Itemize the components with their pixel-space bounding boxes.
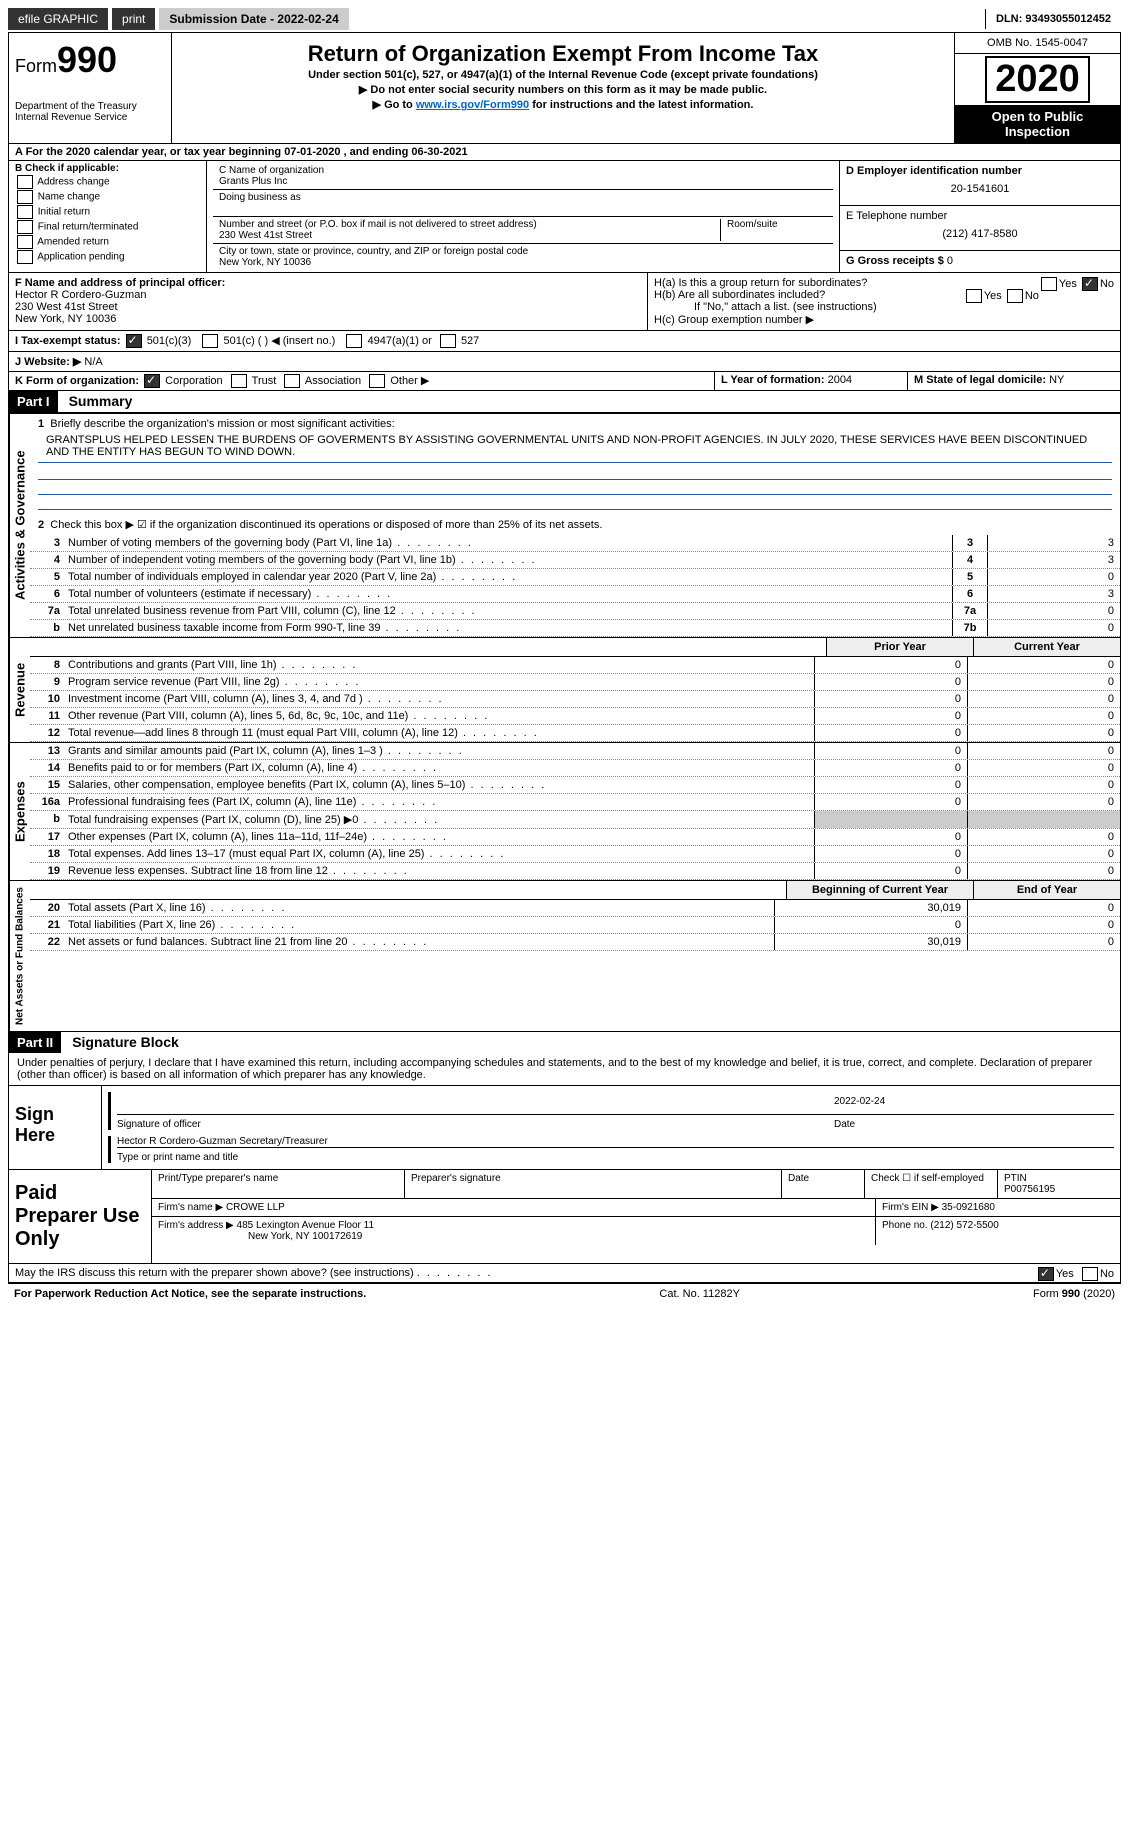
block-h: H(a) Is this a group return for subordin… bbox=[648, 273, 1120, 330]
block-j: J Website: ▶ N/A bbox=[9, 352, 1120, 372]
discuss-line: May the IRS discuss this return with the… bbox=[9, 1264, 1120, 1283]
side-netassets: Net Assets or Fund Balances bbox=[9, 881, 30, 1031]
table-row: 19Revenue less expenses. Subtract line 1… bbox=[30, 863, 1120, 880]
table-row: 22Net assets or fund balances. Subtract … bbox=[30, 934, 1120, 951]
form-title-block: Return of Organization Exempt From Incom… bbox=[172, 33, 954, 143]
part2-header: Part II bbox=[9, 1032, 61, 1053]
side-governance: Activities & Governance bbox=[9, 414, 30, 637]
part1-title: Summary bbox=[61, 390, 141, 412]
table-row: 8Contributions and grants (Part VIII, li… bbox=[30, 657, 1120, 674]
gov-line: 3Number of voting members of the governi… bbox=[30, 535, 1120, 552]
side-expenses: Expenses bbox=[9, 743, 30, 880]
mission-text: GRANTSPLUS HELPED LESSEN THE BURDENS OF … bbox=[38, 430, 1112, 463]
instructions-link[interactable]: www.irs.gov/Form990 bbox=[416, 99, 529, 111]
table-row: 15Salaries, other compensation, employee… bbox=[30, 777, 1120, 794]
table-row: 13Grants and similar amounts paid (Part … bbox=[30, 743, 1120, 760]
gov-line: 4Number of independent voting members of… bbox=[30, 552, 1120, 569]
table-row: 18Total expenses. Add lines 13–17 (must … bbox=[30, 846, 1120, 863]
block-c: C Name of organizationGrants Plus Inc Do… bbox=[207, 161, 840, 272]
dln: DLN: 93493055012452 bbox=[985, 9, 1121, 29]
table-row: 9Program service revenue (Part VIII, lin… bbox=[30, 674, 1120, 691]
table-row: 14Benefits paid to or for members (Part … bbox=[30, 760, 1120, 777]
perjury-declaration: Under penalties of perjury, I declare th… bbox=[9, 1053, 1120, 1085]
paid-preparer-label: Paid Preparer Use Only bbox=[9, 1170, 152, 1263]
gov-line: bNet unrelated business taxable income f… bbox=[30, 620, 1120, 637]
block-i: I Tax-exempt status: 501(c)(3) 501(c) ( … bbox=[9, 331, 1120, 352]
year-block: OMB No. 1545-0047 2020 Open to Public In… bbox=[954, 33, 1120, 143]
form-footer: Form 990 (2020) bbox=[1033, 1288, 1115, 1300]
table-row: 11Other revenue (Part VIII, column (A), … bbox=[30, 708, 1120, 725]
block-k: K Form of organization: Corporation Trus… bbox=[9, 372, 715, 390]
table-row: 12Total revenue—add lines 8 through 11 (… bbox=[30, 725, 1120, 742]
sign-here-label: Sign Here bbox=[9, 1086, 102, 1169]
row-a-tax-year: A For the 2020 calendar year, or tax yea… bbox=[9, 144, 1120, 161]
efile-button[interactable]: efile GRAPHIC bbox=[8, 8, 108, 30]
part2-title: Signature Block bbox=[64, 1031, 187, 1053]
table-row: bTotal fundraising expenses (Part IX, co… bbox=[30, 811, 1120, 829]
table-row: 16aProfessional fundraising fees (Part I… bbox=[30, 794, 1120, 811]
gov-line: 7aTotal unrelated business revenue from … bbox=[30, 603, 1120, 620]
print-button[interactable]: print bbox=[112, 8, 155, 30]
block-l: L Year of formation: 2004 bbox=[715, 372, 908, 390]
block-m: M State of legal domicile: NY bbox=[908, 372, 1120, 390]
block-b: B Check if applicable: Address change Na… bbox=[9, 161, 207, 272]
table-row: 10Investment income (Part VIII, column (… bbox=[30, 691, 1120, 708]
table-row: 20Total assets (Part X, line 16)30,0190 bbox=[30, 900, 1120, 917]
gov-line: 5Total number of individuals employed in… bbox=[30, 569, 1120, 586]
block-d-e-g: D Employer identification number20-15416… bbox=[840, 161, 1120, 272]
block-f: F Name and address of principal officer:… bbox=[9, 273, 648, 330]
form-id-block: Form990 Department of the Treasury Inter… bbox=[9, 33, 172, 143]
submission-date: Submission Date - 2022-02-24 bbox=[159, 8, 348, 30]
part1-header: Part I bbox=[9, 391, 58, 412]
table-row: 17Other expenses (Part IX, column (A), l… bbox=[30, 829, 1120, 846]
table-row: 21Total liabilities (Part X, line 26)00 bbox=[30, 917, 1120, 934]
side-revenue: Revenue bbox=[9, 638, 30, 742]
gov-line: 6Total number of volunteers (estimate if… bbox=[30, 586, 1120, 603]
pra-notice: For Paperwork Reduction Act Notice, see … bbox=[14, 1288, 366, 1300]
cat-no: Cat. No. 11282Y bbox=[659, 1288, 740, 1300]
